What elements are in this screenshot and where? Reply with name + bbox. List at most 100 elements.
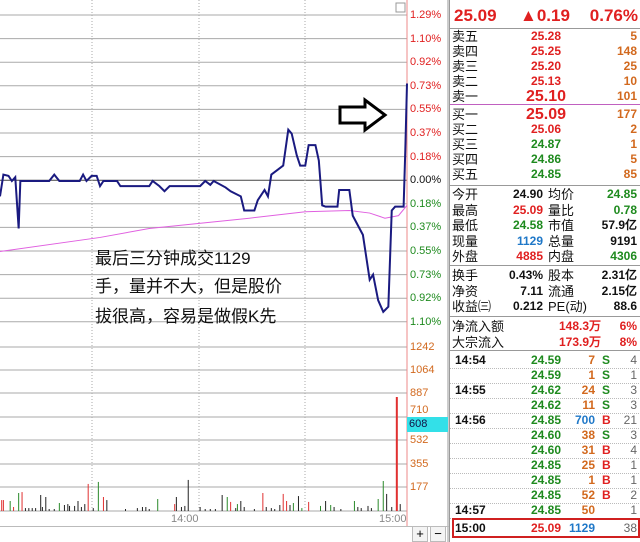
- stat-value: 1129: [516, 233, 543, 248]
- tick-price: 24.60: [530, 428, 561, 442]
- time-label: 15:00: [379, 513, 407, 525]
- tick-side: B: [602, 488, 611, 502]
- stat-value: 0.43%: [508, 268, 543, 282]
- volume-tick-label: 1064: [410, 364, 435, 376]
- level-volume: 101: [616, 89, 637, 103]
- tick-price: 24.59: [530, 353, 561, 367]
- tick-price: 24.85: [530, 503, 561, 517]
- tick-count: 21: [623, 413, 637, 427]
- tick-price: 24.85: [530, 473, 561, 487]
- stat-value: 25.09: [512, 202, 543, 217]
- stat-value: 24.90: [512, 187, 543, 201]
- tick-row: 24.85 25 B 1: [450, 458, 640, 473]
- tick-price: 24.85: [530, 413, 561, 427]
- tick-count: 4: [630, 443, 637, 457]
- level-label: 买二: [452, 122, 479, 137]
- stat-row: 最低 24.58 市值 57.9亿: [450, 218, 640, 233]
- stat-value: 4306: [610, 249, 637, 263]
- tick-row: 14:57 24.85 50 1: [450, 503, 640, 518]
- tick-price: 24.85: [530, 488, 561, 502]
- level-volume: 25: [623, 59, 637, 73]
- stat-label: 最高: [452, 202, 479, 218]
- zoom-out-button[interactable]: −: [430, 526, 446, 542]
- tick-side: B: [602, 473, 611, 487]
- flow-amount: 148.3万: [558, 319, 601, 333]
- tick-price: 24.85: [530, 458, 561, 472]
- stat-label: 内盘: [548, 249, 575, 264]
- bid-row: 买五 24.85 85: [450, 167, 640, 182]
- volume-cursor-label: 608: [407, 417, 448, 432]
- tick-count: 1: [630, 458, 637, 472]
- tick-row: 24.59 1 S 1: [450, 368, 640, 383]
- bid-row: 买二 25.06 2: [450, 122, 640, 137]
- level-volume: 148: [616, 44, 637, 58]
- price-change: ▲0.19: [520, 6, 570, 25]
- stat-label: 流通: [548, 283, 575, 299]
- stat-label: 股本: [548, 268, 575, 283]
- level-price: 24.85: [530, 167, 561, 181]
- stat-value: 2.31亿: [601, 268, 637, 282]
- intraday-chart[interactable]: [0, 0, 449, 542]
- window-toggle-icon[interactable]: [395, 2, 406, 13]
- stat-label: 最低: [452, 218, 479, 233]
- level-price: 24.86: [530, 152, 561, 166]
- annotation-line-3: 拔很高，容易是做假K先: [95, 307, 277, 326]
- level-label: 买三: [452, 137, 479, 152]
- level-price: 25.06: [530, 122, 561, 136]
- tick-row: 14:56 24.85 700 B 21: [450, 413, 640, 428]
- stat-value: 4885: [516, 249, 543, 263]
- tick-volume: 1: [588, 473, 595, 487]
- tick-volume: 1: [588, 368, 595, 382]
- stat-label: 总量: [548, 233, 575, 249]
- tick-count: 3: [630, 383, 637, 397]
- tick-side: S: [602, 368, 611, 382]
- stat-label: 收益㈢: [452, 299, 492, 314]
- tick-count: 3: [630, 398, 637, 412]
- level-label: 卖三: [452, 59, 479, 74]
- tick-volume: 700: [574, 413, 595, 427]
- level-volume: 10: [623, 74, 637, 88]
- stat-label: 量比: [548, 202, 575, 218]
- stat-value: 7.11: [520, 283, 543, 298]
- stat-row: 换手 0.43% 股本 2.31亿: [450, 268, 640, 283]
- pct-tick-label: 0.37%: [410, 127, 442, 139]
- level-volume: 177: [616, 107, 637, 121]
- tick-row: 24.85 1 B 1: [450, 473, 640, 488]
- price-line: [0, 83, 408, 314]
- volume-tick-label: 710: [410, 404, 429, 416]
- pct-tick-label: 0.18%: [410, 150, 442, 163]
- ask-row: 卖五 25.28 5: [450, 29, 640, 44]
- tick-time: 14:54: [455, 353, 486, 367]
- stat-row: 外盘 4885 内盘 4306: [450, 249, 640, 264]
- stat-value: 57.9亿: [601, 218, 637, 232]
- tick-volume: 11: [582, 398, 595, 412]
- stat-row: 现量 1129 总量 9191: [450, 234, 640, 249]
- tick-price: 24.59: [530, 368, 561, 382]
- level-price: 25.13: [530, 74, 561, 88]
- tick-count: 1: [630, 503, 637, 517]
- stat-value: 9191: [610, 233, 637, 248]
- pct-tick-label: 0.73%: [410, 268, 442, 281]
- level-price: 25.28: [530, 29, 561, 43]
- stat-row: 收益㈢ 0.212 PE(动) 88.6: [450, 299, 640, 314]
- pct-tick-label: 0.00%: [410, 174, 442, 187]
- stat-value: 24.85: [606, 187, 637, 201]
- volume-tick-label: 177: [410, 481, 429, 493]
- last-tick-highlight: [452, 518, 640, 538]
- level-label: 卖五: [452, 29, 479, 44]
- pct-tick-label: 1.10%: [410, 315, 442, 328]
- level-price: 24.87: [530, 137, 561, 151]
- flow-pct: 6%: [619, 319, 637, 333]
- tick-side: B: [602, 443, 611, 457]
- tick-volume: 52: [581, 488, 595, 502]
- level-label: 买五: [452, 167, 479, 182]
- pct-tick-label: 0.73%: [410, 79, 442, 92]
- bid-row: 买三 24.87 1: [450, 137, 640, 152]
- pct-tick-label: 0.18%: [410, 197, 442, 210]
- time-label: 14:00: [171, 513, 199, 525]
- zoom-in-button[interactable]: +: [412, 526, 428, 542]
- level-volume: 2: [630, 122, 637, 136]
- stat-label: PE(动): [548, 299, 588, 314]
- tick-volume: 25: [581, 458, 595, 472]
- chart-grid: [0, 0, 449, 542]
